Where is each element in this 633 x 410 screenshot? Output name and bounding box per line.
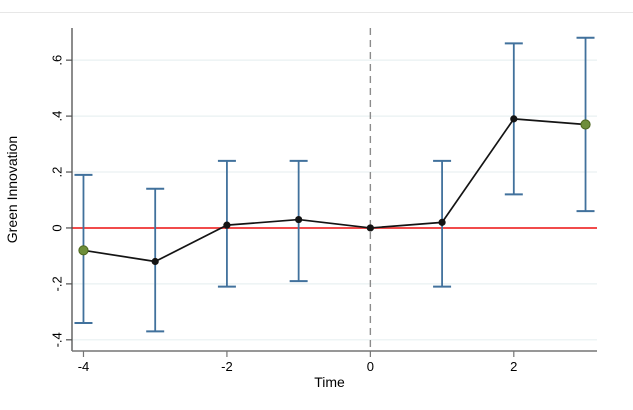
data-point bbox=[438, 218, 446, 226]
y-tick-label: .2 bbox=[49, 167, 64, 178]
x-tick-label: 0 bbox=[367, 359, 374, 374]
data-point-green bbox=[78, 245, 89, 256]
data-point bbox=[295, 215, 303, 224]
y-tick-label: 0 bbox=[49, 224, 64, 231]
data-point bbox=[151, 257, 159, 266]
x-tick-label: -4 bbox=[78, 359, 90, 374]
y-tick-label: .6 bbox=[49, 55, 64, 66]
y-tick-label: .4 bbox=[49, 111, 64, 122]
data-point bbox=[510, 115, 518, 123]
x-axis-title: Time bbox=[314, 374, 345, 390]
y-axis-title: Green Innovation bbox=[4, 136, 20, 243]
coefficient-line bbox=[83, 118, 586, 263]
y-tick-label: -.2 bbox=[49, 276, 64, 291]
x-tick-label: 2 bbox=[510, 359, 517, 374]
data-point-green bbox=[580, 119, 591, 130]
x-tick-label: -2 bbox=[221, 359, 233, 374]
y-tick-label: -.4 bbox=[49, 332, 64, 347]
data-point bbox=[366, 224, 374, 232]
data-point bbox=[223, 221, 231, 229]
